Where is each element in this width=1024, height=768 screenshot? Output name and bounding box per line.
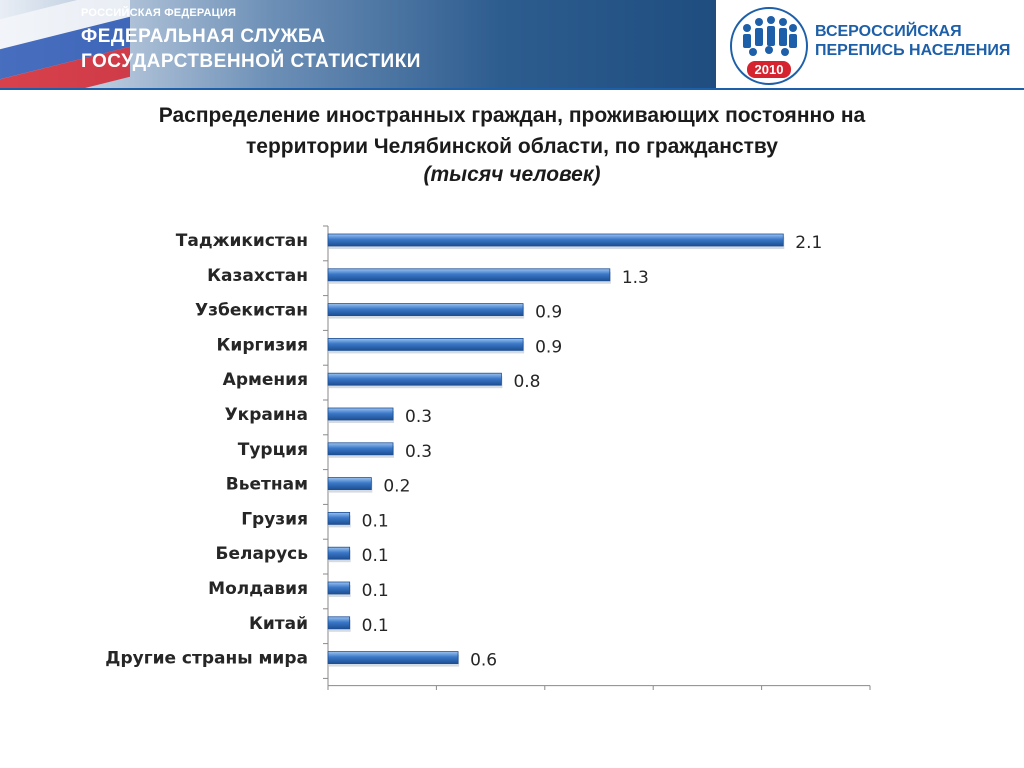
value-label: 0.8	[513, 372, 540, 392]
category-label: Грузия	[241, 509, 308, 529]
bar-chart: Таджикистан 2.1 Казахстан 1.3 Узбекистан 0.9 К…	[105, 225, 871, 690]
value-label: 0.1	[362, 581, 389, 601]
chart-title-line2: территории Челябинской области, по гражд…	[246, 135, 778, 158]
bar	[327, 268, 611, 282]
bar	[327, 372, 502, 386]
value-label: 0.2	[383, 477, 410, 497]
chart-subtitle: (тысяч человек)	[423, 163, 601, 186]
category-label: Армения	[223, 370, 308, 390]
bar	[327, 303, 524, 316]
chart-title: Распределение иностранных граждан, прожи…	[0, 100, 1024, 162]
value-label: 1.3	[622, 268, 649, 288]
banner-agency-line1: ФЕДЕРАЛЬНАЯ СЛУЖБА	[81, 26, 326, 47]
value-label: 0.6	[470, 651, 497, 671]
census-logo-block: 2010 ВСЕРОССИЙСКАЯ ПЕРЕПИСЬ НАСЕЛЕНИЯ	[719, 0, 1024, 90]
category-label: Киргизия	[217, 335, 308, 355]
category-label: Казахстан	[207, 266, 308, 286]
header-divider	[0, 88, 1024, 90]
bar	[327, 337, 524, 351]
category-label: Турция	[238, 440, 308, 460]
category-label: Украина	[225, 405, 308, 425]
category-label: Вьетнам	[226, 475, 308, 495]
bar	[327, 407, 394, 421]
category-label: Молдавия	[208, 579, 308, 599]
category-label: Узбекистан	[195, 301, 308, 321]
rosstat-banner: РОССИЙСКАЯ ФЕДЕРАЦИЯ ФЕДЕРАЛЬНАЯ СЛУЖБА …	[0, 0, 716, 88]
value-label: 0.1	[362, 511, 389, 531]
value-label: 0.1	[362, 546, 389, 566]
census-title-line1: ВСЕРОССИЙСКАЯ	[815, 23, 962, 40]
banner-country: РОССИЙСКАЯ ФЕДЕРАЦИЯ	[81, 7, 237, 19]
bar	[327, 233, 784, 247]
category-label: Другие страны мира	[105, 649, 308, 669]
bar	[327, 651, 459, 665]
value-label: 0.1	[362, 616, 389, 636]
census-year: 2010	[755, 62, 784, 77]
category-label: Беларусь	[216, 544, 309, 564]
bar	[327, 442, 394, 456]
banner-agency-line2: ГОСУДАРСТВЕННОЙ СТАТИСТИКИ	[81, 51, 421, 72]
chart-title-line1: Распределение иностранных граждан, прожи…	[158, 104, 866, 127]
bar	[327, 477, 372, 491]
value-label: 0.9	[535, 337, 562, 357]
bar	[327, 546, 351, 560]
value-label: 2.1	[795, 233, 822, 253]
census-people-icon: 2010	[730, 7, 808, 85]
value-label: 0.9	[535, 303, 562, 323]
bar	[327, 511, 351, 525]
census-title-line2: ПЕРЕПИСЬ НАСЕЛЕНИЯ	[815, 42, 1011, 59]
bar	[327, 616, 351, 630]
category-label: Китай	[249, 614, 308, 634]
value-label: 0.3	[405, 442, 432, 462]
value-label: 0.3	[405, 407, 432, 427]
census-title: ВСЕРОССИЙСКАЯ ПЕРЕПИСЬ НАСЕЛЕНИЯ	[815, 22, 1010, 60]
bar	[327, 581, 351, 595]
category-label: Таджикистан	[176, 231, 308, 251]
